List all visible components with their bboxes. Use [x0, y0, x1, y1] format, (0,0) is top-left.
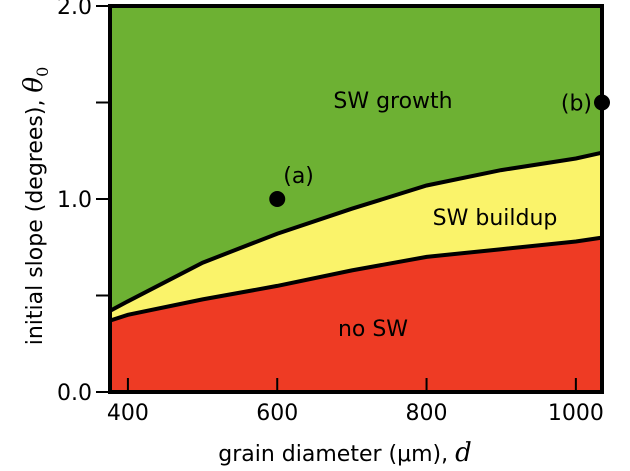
region-label-sw-growth: SW growth	[333, 89, 452, 114]
x-tick-label: 1000	[548, 401, 604, 426]
region-label-sw-buildup: SW buildup	[433, 206, 558, 231]
x-tick-label: 800	[406, 401, 448, 426]
x-axis-label: grain diameter (μm), d	[218, 438, 472, 468]
region-label-no-sw: no SW	[338, 317, 408, 342]
y-axis-symbol-subscript: 0	[33, 67, 52, 77]
point-label-a: (a)	[283, 164, 314, 189]
x-tick-label: 600	[256, 401, 298, 426]
x-tick-label: 400	[107, 401, 149, 426]
y-axis-symbol: θ	[19, 77, 49, 93]
x-axis-symbol: d	[455, 438, 472, 468]
y-tick-label: 2.0	[57, 0, 92, 20]
y-tick-label: 0.0	[57, 381, 92, 406]
y-ticks-layer: 0.0 1.0 2.0	[57, 0, 110, 406]
y-tick-label: 1.0	[57, 188, 92, 213]
point-label-b: (b)	[561, 92, 592, 117]
point-marker-a	[269, 191, 285, 207]
y-axis-label: initial slope (degrees), θ0	[19, 67, 52, 346]
